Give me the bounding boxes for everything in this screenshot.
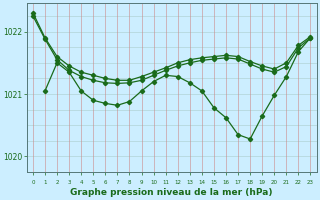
X-axis label: Graphe pression niveau de la mer (hPa): Graphe pression niveau de la mer (hPa) bbox=[70, 188, 273, 197]
